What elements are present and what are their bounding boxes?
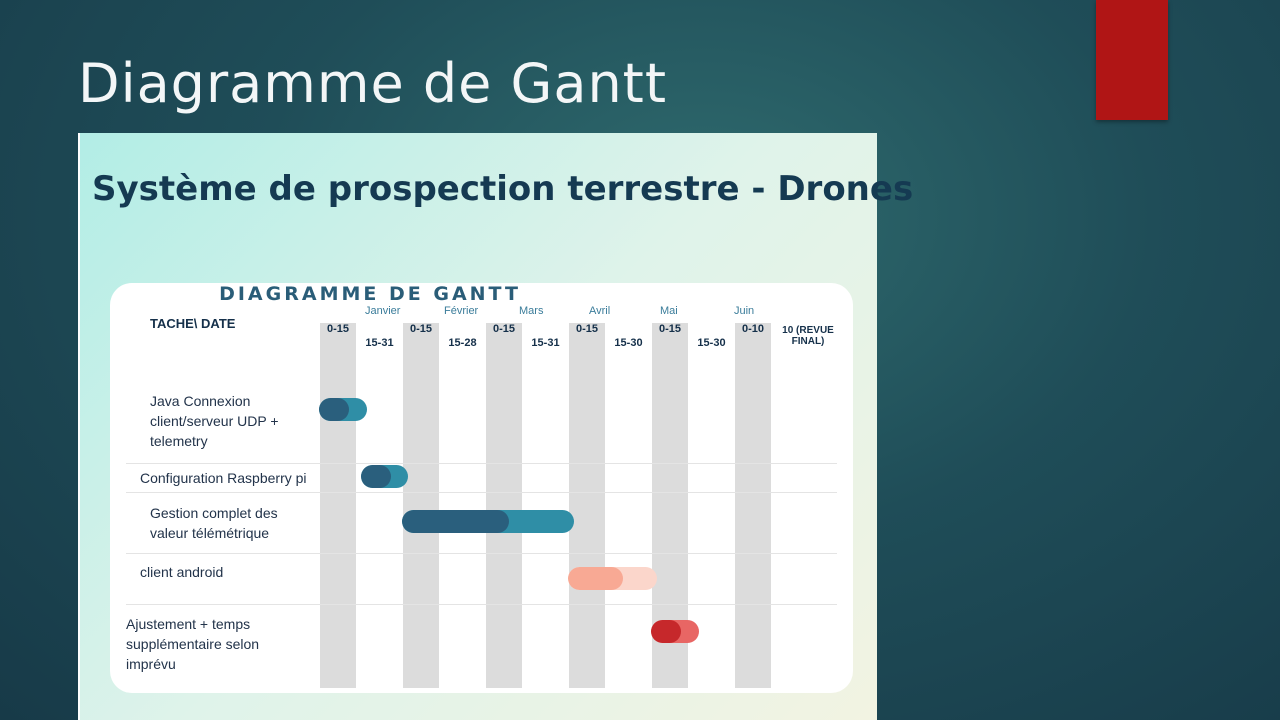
gantt-column-shade [486, 323, 522, 688]
gantt-chart: DIAGRAMME DE GANTT TACHE\ DATE 10 (REVUE… [110, 283, 853, 693]
task-label: Ajustement + temps supplémentaire selon … [126, 616, 260, 672]
gantt-column-shade [569, 323, 605, 688]
month-label: Mai [660, 305, 678, 317]
slide-title: Diagramme de Gantt [78, 52, 668, 115]
period-label: 0-15 [409, 323, 433, 335]
task-label: Gestion complet des valeur télémétrique [150, 505, 278, 541]
task-bar [402, 510, 574, 533]
gantt-row-divider [126, 553, 837, 554]
task-date-header: TACHE\ DATE [150, 316, 236, 331]
task-bar-segment [360, 465, 391, 488]
period-label: 15-30 [697, 337, 726, 349]
task-bar-segment [319, 398, 349, 421]
period-final-review: 10 (REVUE FINAL) [782, 325, 834, 347]
task-bar [568, 567, 657, 590]
period-label: 15-31 [531, 337, 560, 349]
month-label: Juin [734, 305, 755, 317]
task-bar-segment [568, 567, 624, 590]
period-label: 0-10 [741, 323, 765, 335]
project-heading: Système de prospection terrestre - Drone… [92, 169, 914, 209]
gantt-row-divider [126, 492, 837, 493]
period-label: 0-15 [658, 323, 682, 335]
task-bar-segment [651, 620, 681, 643]
month-label: Février [444, 305, 479, 317]
month-label: Janvier [365, 305, 401, 317]
task-bar [651, 620, 699, 643]
month-label: Avril [589, 305, 611, 317]
period-label: 0-15 [575, 323, 599, 335]
gantt-column-shade [403, 323, 439, 688]
period-label: 15-28 [448, 337, 477, 349]
gantt-row-divider [126, 604, 837, 605]
period-label: 0-15 [492, 323, 516, 335]
gantt-title: DIAGRAMME DE GANTT [219, 283, 521, 305]
task-label: Configuration Raspberry pi [140, 470, 307, 486]
red-accent-tab [1096, 0, 1168, 120]
task-bar [360, 465, 408, 488]
task-label: client android [140, 564, 224, 580]
gantt-column-shade [320, 323, 356, 688]
task-bar [319, 398, 367, 421]
month-label: Mars [519, 305, 544, 317]
gantt-image-panel: Système de prospection terrestre - Drone… [78, 133, 913, 720]
period-label: 0-15 [326, 323, 350, 335]
gantt-row-divider [126, 463, 837, 464]
period-label: 15-31 [365, 337, 394, 349]
gantt-column-shade [735, 323, 771, 688]
task-label: Java Connexion client/serveur UDP + tele… [150, 393, 279, 449]
task-bar-segment [402, 510, 509, 533]
period-label: 15-30 [614, 337, 643, 349]
